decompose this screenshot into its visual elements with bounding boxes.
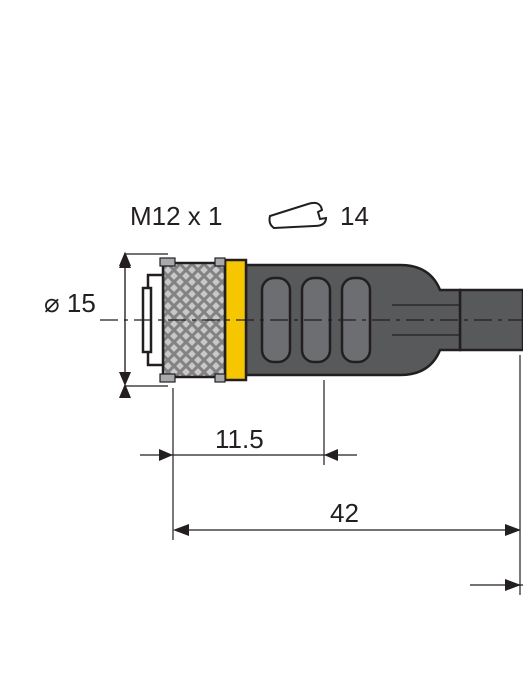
svg-text:42: 42 (330, 498, 359, 528)
wrench-size: 14 (340, 201, 369, 231)
connector-drawing: M12 x 1 14 ⌀ 15 11.5 42 (0, 0, 523, 700)
wrench-icon (270, 203, 327, 228)
dim-11p5: 11.5 (140, 380, 357, 465)
svg-text:⌀ 15: ⌀ 15 (44, 288, 96, 318)
thread-label: M12 x 1 (130, 201, 223, 231)
svg-text:11.5: 11.5 (215, 424, 264, 454)
diameter-value: 15 (67, 288, 96, 318)
dim-42: 42 (173, 355, 521, 595)
dim-extra-trailing (470, 579, 523, 591)
diameter-symbol: ⌀ (44, 288, 67, 318)
